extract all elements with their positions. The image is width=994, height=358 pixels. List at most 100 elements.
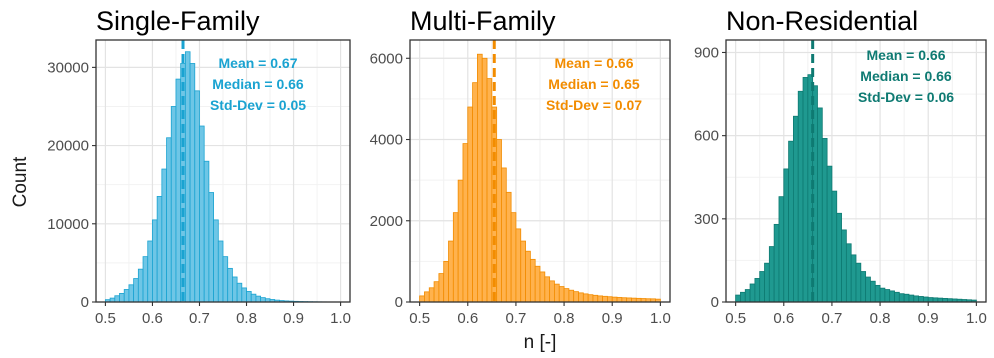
stat-annotation: Median = 0.66 — [860, 68, 952, 84]
histogram-bar — [913, 295, 919, 303]
panel-title: Non-Residential — [726, 6, 918, 36]
x-tick-label: 0.6 — [773, 310, 794, 327]
histogram-bar — [817, 107, 823, 303]
histogram-bar — [855, 262, 862, 303]
stat-annotation: Std-Dev = 0.05 — [210, 97, 306, 113]
x-tick-label: 0.6 — [457, 310, 478, 327]
x-tick-label: 0.8 — [554, 310, 575, 327]
histogram-bar — [597, 295, 603, 303]
x-tick-label: 0.7 — [189, 310, 210, 327]
x-tick-label: 1.0 — [966, 310, 987, 327]
histogram-bar — [539, 271, 546, 303]
histogram-bar — [222, 256, 229, 303]
histogram-bar — [147, 240, 153, 303]
histogram-bar — [549, 280, 555, 303]
x-tick-label: 0.5 — [95, 310, 116, 327]
histogram-bar — [578, 292, 584, 303]
histogram-bar — [884, 289, 891, 303]
x-tick-label: 0.5 — [725, 310, 746, 327]
stat-annotation: Mean = 0.66 — [867, 47, 946, 63]
histogram-bar — [213, 219, 219, 303]
histogram-bar — [481, 57, 488, 303]
histogram-bar — [199, 125, 205, 303]
histogram-bar — [419, 295, 425, 303]
histogram-bar — [563, 288, 570, 303]
histogram-bar — [166, 137, 172, 303]
histogram-bar — [137, 268, 144, 303]
histogram-bar — [515, 228, 522, 303]
histogram-bar — [889, 290, 895, 303]
histogram-bar — [496, 139, 502, 303]
histogram-bar — [433, 281, 440, 303]
panel-1: 0.5 0.6 0.7 0.8 0.9 1.0 0 2000 4000 6000 Multi-Fam… — [370, 6, 671, 327]
histogram-bar — [505, 191, 512, 303]
histogram-bar — [821, 138, 828, 303]
histogram-bar — [236, 282, 243, 303]
histogram-bar — [217, 240, 224, 303]
histogram-bar — [448, 240, 454, 303]
histogram-bar — [879, 287, 886, 303]
histogram-bar — [783, 168, 789, 303]
histogram-bar — [582, 293, 589, 303]
histogram-bar — [850, 254, 857, 303]
histogram-bar — [486, 78, 493, 303]
histogram-bar — [836, 212, 842, 303]
histogram-bar — [735, 294, 741, 303]
histogram-bar — [114, 295, 120, 303]
histogram-bar — [558, 286, 565, 303]
panel-2: 0.5 0.6 0.7 0.8 0.9 1.0 0 300 600 900 Non-Resident… — [694, 6, 987, 327]
histogram-bar — [845, 243, 852, 303]
y-tick-label: 0 — [81, 294, 89, 311]
x-tick-label: 0.7 — [505, 310, 526, 327]
stat-annotation: Median = 0.65 — [548, 76, 640, 92]
x-tick-label: 0.8 — [870, 310, 891, 327]
x-tick-label: 1.0 — [330, 310, 351, 327]
histogram-bar — [438, 273, 445, 303]
y-tick-label: 0 — [711, 294, 719, 311]
x-tick-label: 0.6 — [142, 310, 163, 327]
stat-annotation: Mean = 0.66 — [555, 55, 634, 71]
histogram-bar — [472, 82, 478, 303]
histogram-bar — [142, 256, 149, 303]
histogram-bar — [894, 291, 900, 303]
stat-annotation: Std-Dev = 0.07 — [546, 97, 642, 113]
histogram-bar — [903, 293, 910, 303]
histogram-bar — [208, 192, 214, 303]
histogram-bar — [457, 179, 464, 303]
histogram-bar — [611, 296, 618, 303]
y-tick-label: 30000 — [47, 59, 89, 76]
histogram-bar — [428, 287, 435, 303]
histogram-bar — [232, 276, 238, 303]
histogram-bar — [865, 276, 871, 303]
histogram-bar — [123, 289, 130, 303]
histogram-bar — [443, 260, 449, 303]
y-tick-label: 300 — [694, 211, 719, 228]
histogram-bar — [764, 262, 770, 303]
histogram-bar — [194, 90, 200, 303]
x-tick-label: 0.5 — [409, 310, 430, 327]
histogram-bar — [133, 278, 139, 303]
x-axis-title: n [-] — [524, 332, 557, 353]
y-tick-label: 10000 — [47, 216, 89, 233]
histogram-bar — [773, 223, 780, 303]
histogram-bar — [510, 212, 517, 303]
histogram-bar — [908, 294, 915, 303]
histogram-bar — [568, 289, 575, 303]
panel-0: 0.5 0.6 0.7 0.8 0.9 1.0 0 10000 20000 30000 Single… — [47, 6, 351, 327]
histogram-bar — [452, 212, 459, 303]
histogram-bar — [841, 229, 847, 303]
x-tick-label: 0.9 — [918, 310, 939, 327]
histogram-bar — [831, 190, 838, 303]
y-tick-label: 0 — [395, 294, 403, 311]
x-tick-label: 0.8 — [236, 310, 257, 327]
histogram-bar — [424, 291, 430, 303]
y-tick-label: 6000 — [370, 50, 403, 67]
histogram-bar — [744, 289, 751, 303]
histogram-bar — [759, 271, 765, 303]
histogram-bar — [175, 78, 182, 303]
x-tick-label: 1.0 — [650, 310, 671, 327]
histogram-bar — [119, 292, 125, 303]
y-tick-label: 20000 — [47, 138, 89, 155]
histogram-bar — [923, 296, 929, 303]
